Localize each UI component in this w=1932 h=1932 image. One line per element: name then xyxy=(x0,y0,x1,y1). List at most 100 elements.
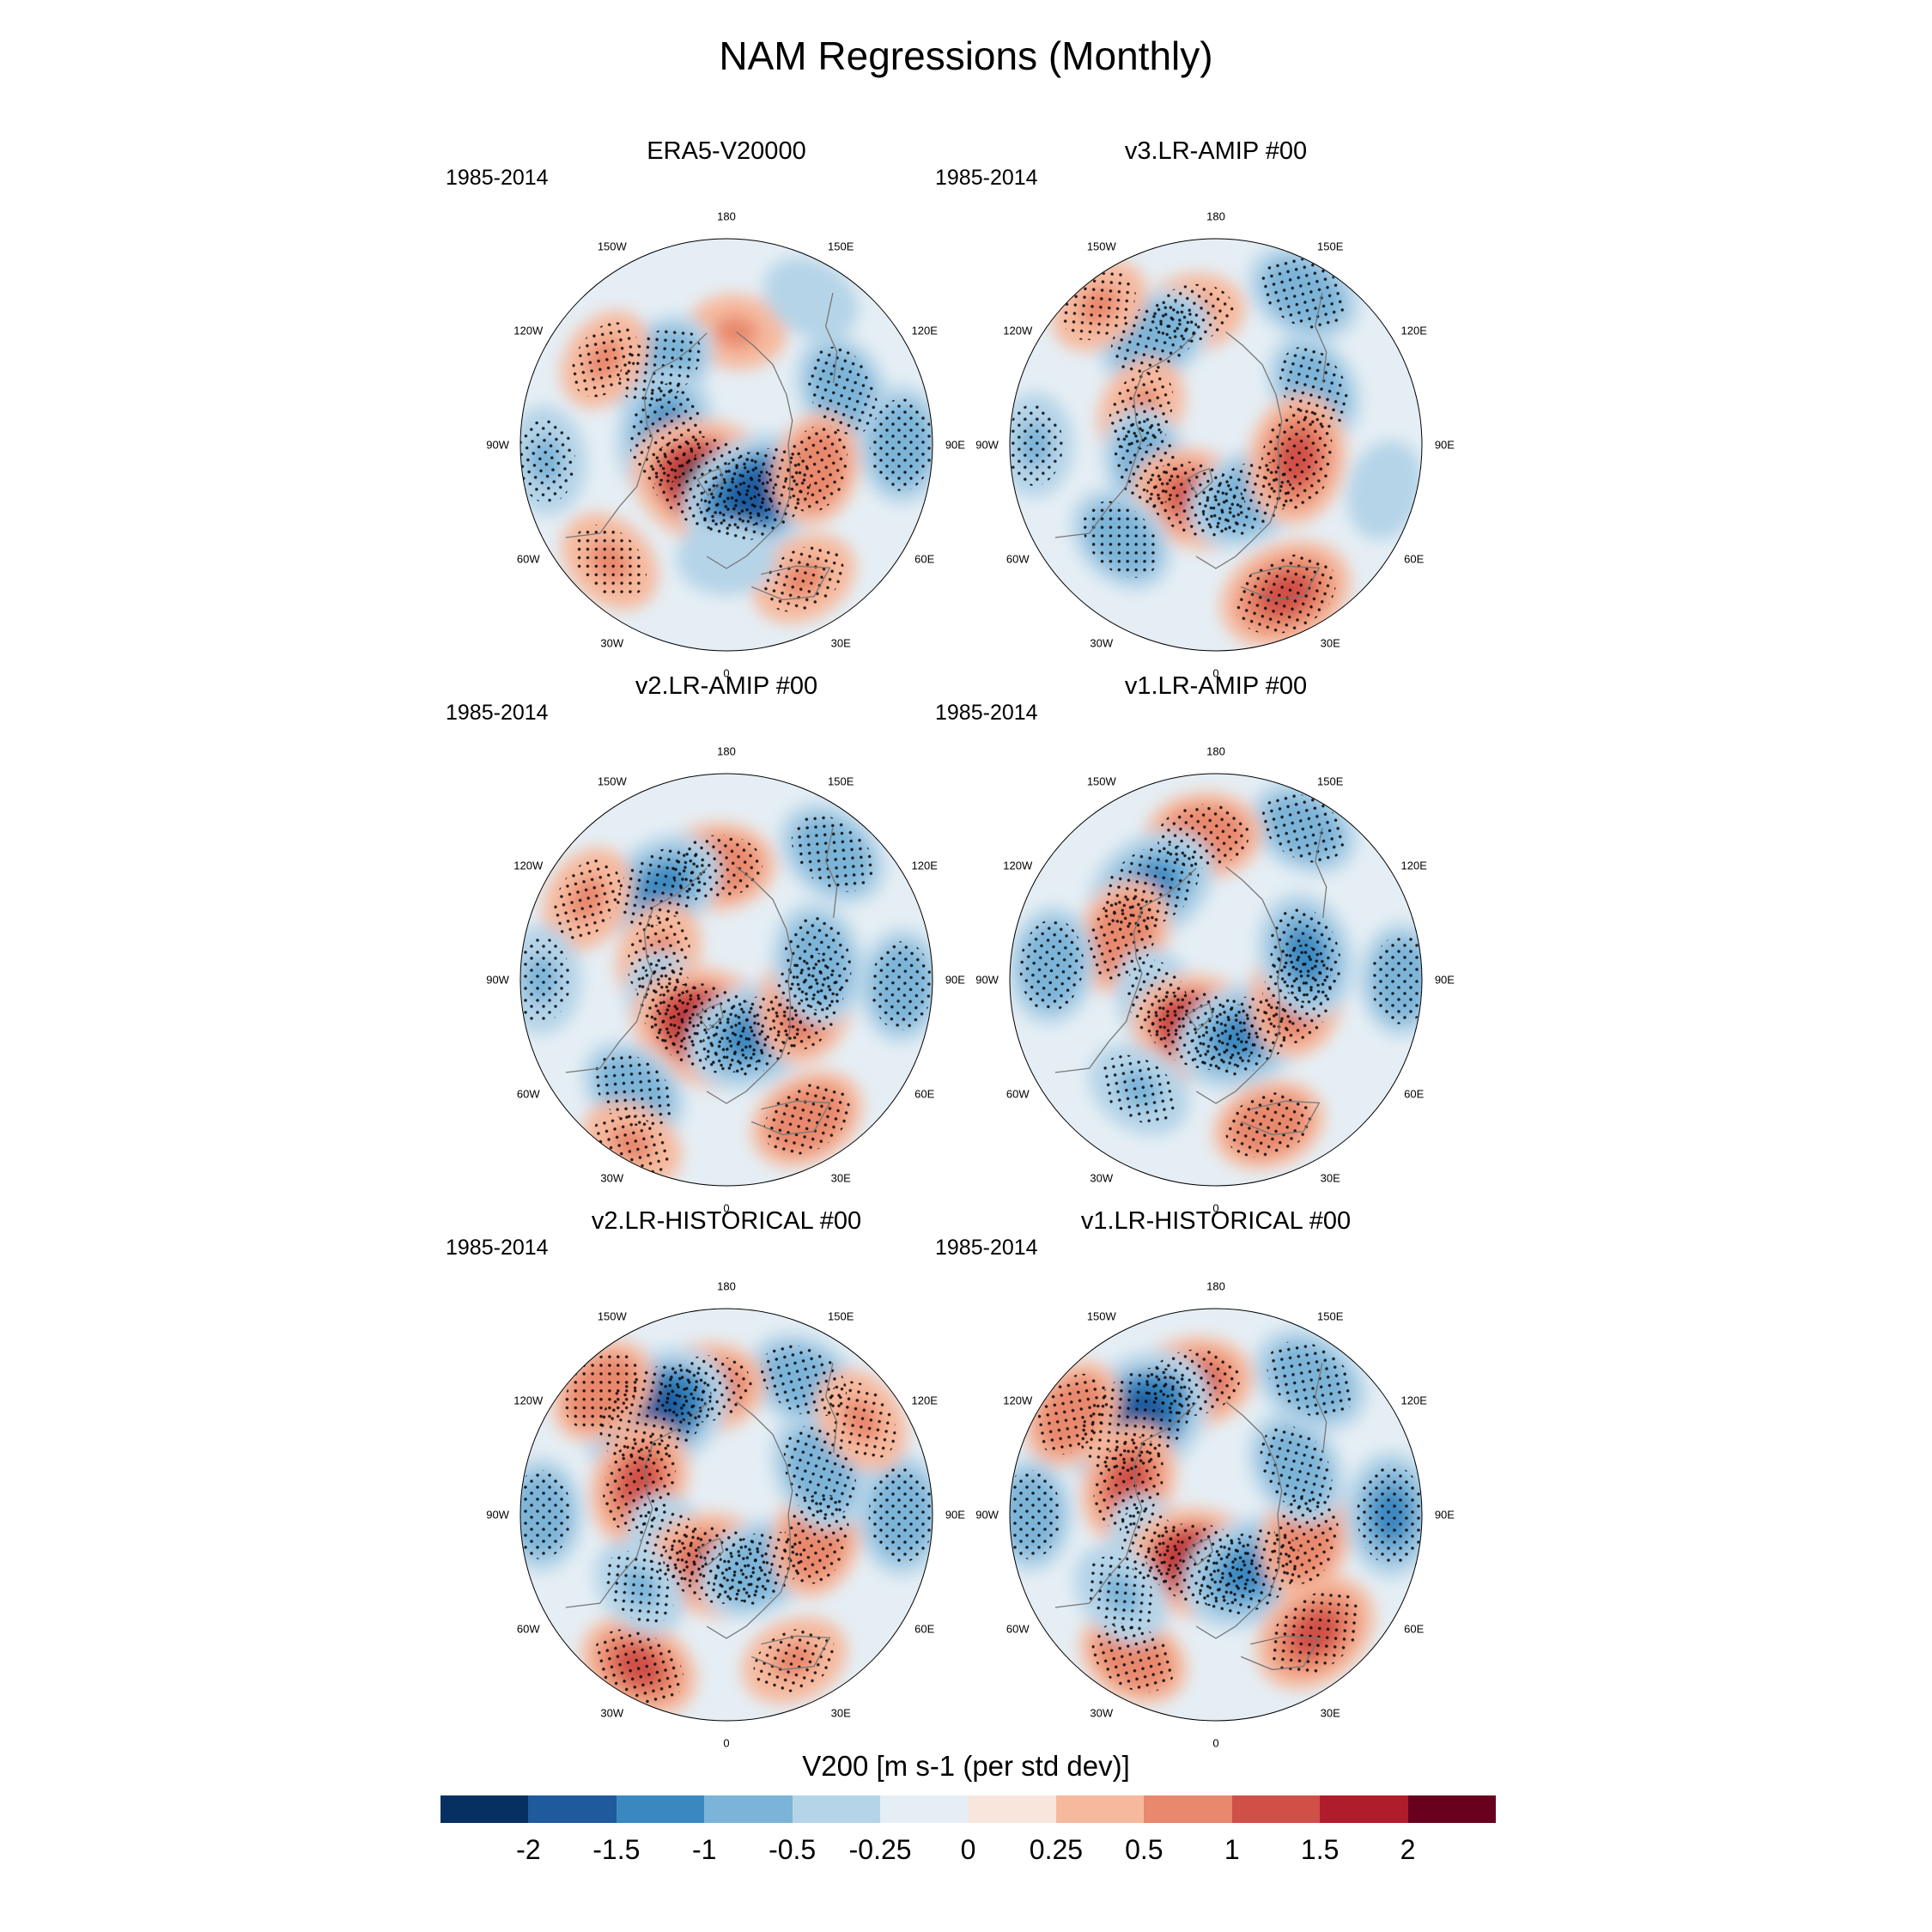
longitude-label: 90E xyxy=(945,438,965,452)
coastline xyxy=(825,1362,838,1454)
longitude-label: 30E xyxy=(1320,636,1340,650)
longitude-label: 30W xyxy=(1090,1706,1114,1720)
significance-stippling xyxy=(554,859,621,939)
longitude-label: 120W xyxy=(513,324,544,337)
colorbar-box xyxy=(1320,1795,1408,1823)
longitude-label: 30E xyxy=(1320,1171,1340,1185)
longitude-label: 30W xyxy=(1090,1171,1114,1185)
significance-stippling xyxy=(784,425,848,513)
longitude-label: 150W xyxy=(597,775,627,788)
significance-stippling xyxy=(593,1629,684,1704)
significance-stippling xyxy=(1235,554,1336,635)
map-boundary xyxy=(1009,238,1423,652)
significance-stippling xyxy=(573,524,647,598)
map-boundary xyxy=(1009,1308,1423,1722)
longitude-label: 90W xyxy=(975,1508,999,1522)
colorbar-box xyxy=(1407,1795,1497,1823)
coastline xyxy=(696,1002,724,1031)
longitude-label: 30E xyxy=(1320,1706,1340,1720)
longitude-label: 120E xyxy=(911,324,938,337)
map-boundary xyxy=(1009,773,1423,1187)
colorbar-tick-label: 0.5 xyxy=(1125,1834,1163,1865)
significance-stippling xyxy=(1270,907,1341,1005)
significance-stippling xyxy=(784,915,852,1012)
coastline xyxy=(825,292,838,384)
longitude-label: 0 xyxy=(1212,1201,1219,1215)
longitude-label: 150E xyxy=(1317,775,1344,788)
panel-title: v2.LR-HISTORICAL #00 xyxy=(591,1207,862,1235)
longitude-label: 90W xyxy=(975,438,999,452)
coastline xyxy=(750,1635,831,1671)
coastline xyxy=(696,1537,724,1566)
colorbar-tick-label: -1.5 xyxy=(592,1834,641,1865)
colorbar-box xyxy=(1231,1795,1321,1823)
coastline xyxy=(1240,1100,1321,1136)
longitude-label: 150W xyxy=(1086,775,1116,788)
longitude-label: 180 xyxy=(1206,1279,1225,1293)
significance-stippling xyxy=(1085,1556,1157,1632)
colorbar-tick-label: 2 xyxy=(1400,1834,1416,1865)
longitude-label: 30W xyxy=(600,1706,624,1720)
longitude-label: 60E xyxy=(914,1622,935,1636)
longitude-label: 60E xyxy=(914,552,935,566)
longitude-label: 120E xyxy=(1400,1394,1427,1407)
colorbar-tick-label: -2 xyxy=(516,1834,541,1865)
significance-stippling xyxy=(571,322,638,398)
anomaly-core xyxy=(1369,468,1401,512)
significance-stippling xyxy=(1261,793,1346,863)
significance-stippling xyxy=(1100,1054,1178,1124)
significance-stippling xyxy=(1267,1340,1354,1419)
panel-title: v1.LR-HISTORICAL #00 xyxy=(1080,1207,1352,1235)
significance-stippling xyxy=(699,447,811,542)
colorbar-box xyxy=(1144,1795,1232,1823)
significance-stippling xyxy=(605,1551,674,1625)
coastline xyxy=(825,827,838,919)
map-panel-v3-amip: v3.LR-AMIP #00 1985-2014 180 150E 120E 90E 6… xyxy=(935,137,1473,702)
longitude-label: 120W xyxy=(1003,1394,1033,1407)
colorbar-title: V200 [m s-1 (per std dev)] xyxy=(802,1750,1130,1782)
significance-stippling xyxy=(520,937,571,1023)
significance-stippling xyxy=(1260,257,1347,330)
map-panel-era5: ERA5-V20000 1985-2014 180 150E 120E 90E 60E 3… xyxy=(446,137,984,702)
panel-title: ERA5-V20000 xyxy=(647,137,806,165)
panel-period: 1985-2014 xyxy=(446,166,549,190)
significance-stippling xyxy=(1269,1590,1361,1676)
significance-stippling xyxy=(1260,1425,1333,1512)
colorbar-tick-label: 1 xyxy=(1224,1834,1240,1865)
significance-stippling xyxy=(564,1352,641,1430)
significance-stippling xyxy=(619,327,702,404)
coastline xyxy=(1315,292,1327,384)
longitude-label: 30E xyxy=(830,636,851,650)
coastline xyxy=(1186,1537,1213,1566)
longitude-label: 180 xyxy=(717,210,736,223)
polar-map xyxy=(1009,773,1423,1187)
coastline xyxy=(696,467,724,496)
longitude-label: 90E xyxy=(945,973,965,987)
longitude-label: 90W xyxy=(975,973,999,987)
colorbar-box xyxy=(616,1795,705,1823)
colorbar-box xyxy=(440,1795,529,1823)
coastline xyxy=(1240,565,1321,601)
longitude-label: 90W xyxy=(486,438,509,452)
significance-stippling xyxy=(1110,301,1198,374)
anomaly-core xyxy=(704,542,749,574)
longitude-label: 60W xyxy=(516,552,540,566)
significance-stippling xyxy=(1091,1622,1176,1692)
colorbar-tick-label: -0.5 xyxy=(769,1834,817,1865)
coastline xyxy=(1315,827,1327,919)
panel-title: v1.LR-AMIP #00 xyxy=(1124,672,1308,700)
significance-stippling xyxy=(712,1530,803,1606)
significance-stippling xyxy=(869,398,933,491)
longitude-label: 60W xyxy=(516,1622,540,1636)
longitude-label: 150W xyxy=(597,1309,627,1323)
longitude-label: 150E xyxy=(828,240,854,253)
significance-stippling xyxy=(1370,935,1422,1024)
longitude-label: 0 xyxy=(723,666,730,680)
longitude-label: 60W xyxy=(1005,1087,1030,1101)
longitude-label: 120W xyxy=(1003,324,1033,337)
significance-stippling xyxy=(1093,1437,1164,1530)
longitude-label: 0 xyxy=(1212,666,1219,680)
longitude-label: 60W xyxy=(1005,552,1030,566)
significance-stippling xyxy=(1083,501,1160,578)
significance-stippling xyxy=(520,417,576,504)
